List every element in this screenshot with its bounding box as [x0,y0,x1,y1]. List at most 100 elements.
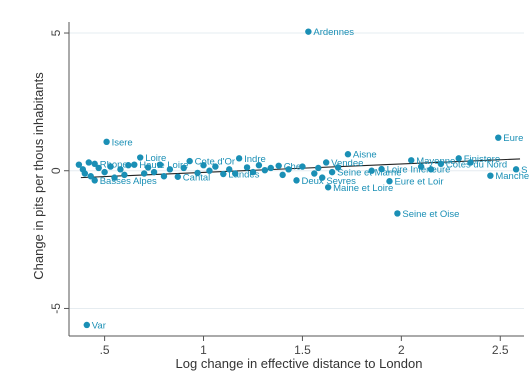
data-point [334,164,342,171]
data-point [160,173,168,180]
data-point [180,164,187,172]
x-tick-label: 1 [200,343,207,357]
data-point [81,170,89,177]
data-point [305,28,312,35]
data-point [285,166,292,173]
point-label: Eure [503,133,523,144]
point-label: Rhone [100,159,128,170]
data-point [267,164,274,172]
point-label: Landes [228,170,259,181]
data-point [75,161,83,168]
point-label: Maine et Loire [333,183,393,194]
data-point [495,134,502,141]
data-point [467,159,474,166]
tick-labels: .5 1 1.5 2 2.5 5 0 -5 [49,29,509,357]
point-label: Seine et Oise [402,209,459,220]
data-point [437,160,445,168]
data-point [279,171,286,179]
data-point [243,164,251,171]
data-point [328,168,336,176]
point-label: Var [92,320,106,331]
point-label: Loire [145,153,166,164]
data-point [275,162,282,169]
point-label: Haute Loire [139,160,188,171]
data-point [103,138,110,146]
data-point [111,174,118,181]
point-label: Manche [495,171,529,182]
data-point [140,170,148,177]
data-point [85,159,92,166]
data-point [186,157,193,165]
data-point [455,155,462,162]
data-point [87,173,94,180]
x-tick-label: 2.5 [492,343,509,357]
data-points [75,28,520,329]
point-label: Cantal [183,172,210,183]
data-point [150,168,158,176]
data-point [125,162,132,169]
x-axis-title: Log change in effective distance to Lond… [176,356,423,371]
axes [64,22,524,341]
point-label: Cher [284,161,305,172]
point-label: Vendee [331,158,363,169]
data-point [91,177,98,184]
data-point [107,163,114,170]
point-label: Basses Alpes [100,176,157,187]
data-point [95,164,102,172]
data-point [249,168,257,176]
data-point [121,171,128,179]
data-point [394,210,401,217]
data-point [117,166,124,173]
data-point [311,170,318,177]
data-point [344,151,352,158]
x-tick-label: .5 [100,343,110,357]
data-point [144,164,152,171]
data-point [83,321,91,329]
data-point [378,165,385,173]
data-point [200,162,207,169]
data-point [322,159,330,166]
data-point [131,161,138,168]
point-label: Ardennes [313,27,354,38]
point-label: Cotes du Nord [446,159,507,170]
y-tick-label: 0 [49,167,63,174]
data-point [220,170,227,178]
point-label: Isere [112,137,133,148]
data-point [91,160,98,168]
data-point [368,167,375,174]
data-point [427,166,435,173]
data-point [319,174,326,181]
data-point [235,155,243,162]
data-point [261,166,269,174]
data-point [231,170,239,177]
data-point [487,172,494,179]
point-label: Eure et Loir [394,177,443,188]
data-point [206,167,213,174]
data-point [315,164,322,172]
data-point [324,184,332,191]
data-point [386,178,393,185]
point-labels: Ardennes Eure Isere Aisne Loire Indre Cote d'O… [92,27,529,331]
data-point [293,177,300,184]
x-tick-label: 1.5 [294,343,311,357]
point-label: Seine et Marne [337,168,401,179]
data-point [512,166,520,173]
data-point [174,173,182,180]
data-point [226,166,233,173]
point-label: Indre [244,154,266,165]
y-axis-title: Change in pits per thous inhabitants [31,72,46,280]
point-label: Cote d'Or [195,157,235,168]
y-tick-label: 5 [49,29,63,36]
data-point [408,157,415,164]
data-point [156,161,164,168]
x-tick-label: 2 [398,343,405,357]
y-tick-label: -5 [49,303,63,314]
data-point [137,154,144,161]
point-label: Loire Inferieure [387,165,451,176]
point-label: Deux Sevres [302,176,357,187]
data-point [417,163,425,170]
point-label: Aisne [353,150,377,161]
point-label: Mayenne [416,156,455,167]
